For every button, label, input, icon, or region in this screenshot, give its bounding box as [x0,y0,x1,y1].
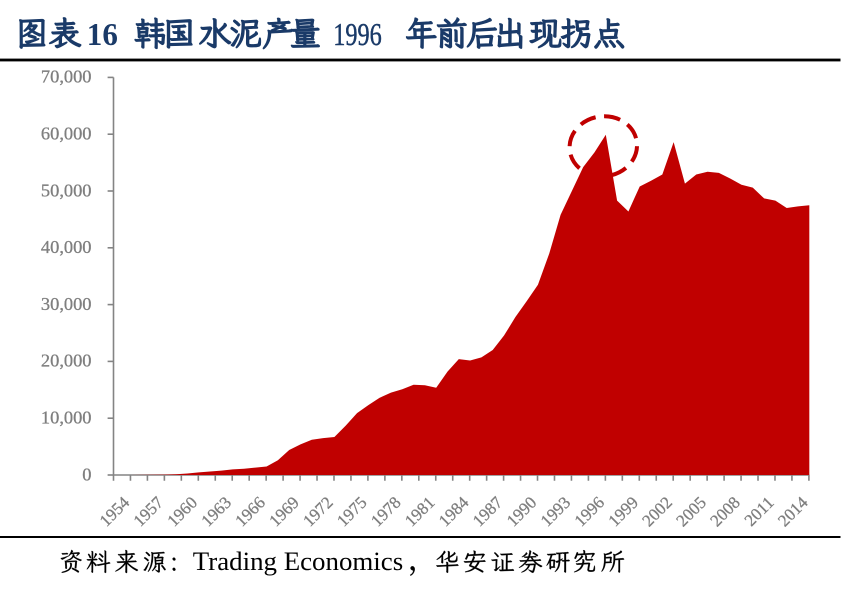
svg-text:Trading Economics: Trading Economics [193,546,403,576]
svg-text:70,000: 70,000 [41,67,92,87]
svg-text:10,000: 10,000 [41,408,92,428]
svg-text:16: 16 [87,17,118,53]
svg-text:0: 0 [82,464,91,484]
svg-text:60,000: 60,000 [41,124,92,144]
svg-text:20,000: 20,000 [41,351,92,371]
svg-text:50,000: 50,000 [41,180,92,200]
svg-text:1996: 1996 [333,18,382,53]
svg-text:40,000: 40,000 [41,237,92,257]
svg-text:30,000: 30,000 [41,294,92,314]
